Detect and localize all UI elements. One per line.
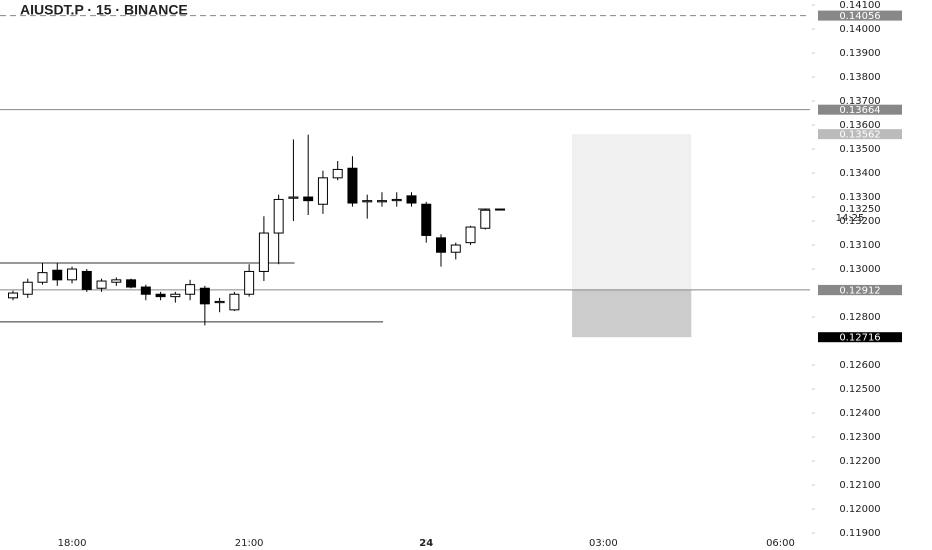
y-tick-label: 0.13100 xyxy=(839,240,880,251)
candle-body xyxy=(480,209,491,229)
candle-body xyxy=(52,269,63,281)
price-label-bg xyxy=(818,104,902,115)
price-label: 0.13664 xyxy=(839,105,880,116)
y-tick-label: 0.13600 xyxy=(839,120,880,131)
price-label: 0.14056 xyxy=(839,11,880,22)
candle-body xyxy=(288,196,299,199)
candle-body xyxy=(67,268,78,281)
y-tick-label: 0.12200 xyxy=(839,456,880,467)
candle-body xyxy=(185,284,196,295)
x-tick-label: 21:00 xyxy=(235,538,264,549)
candle-body xyxy=(155,293,166,298)
candle-body xyxy=(406,195,417,204)
y-tick-label: 0.14100 xyxy=(839,0,880,11)
candle-body xyxy=(170,293,181,298)
y-tick-label: 0.13400 xyxy=(839,168,880,179)
candle-body xyxy=(450,244,461,253)
y-tick-label: 0.13900 xyxy=(839,48,880,59)
price-label-bg xyxy=(818,129,902,140)
countdown: 14:25 xyxy=(836,213,865,224)
current-price-label: 0.13250 xyxy=(839,204,880,215)
candle-body xyxy=(96,280,107,289)
price-label-bg xyxy=(818,10,902,21)
price-label-bg xyxy=(818,332,902,343)
candle-body xyxy=(22,281,33,295)
zone-lower xyxy=(572,289,692,338)
candle-body xyxy=(347,167,358,204)
candle-body xyxy=(140,286,151,295)
x-tick-label: 06:00 xyxy=(766,538,795,549)
candle-body xyxy=(332,168,343,179)
y-tick-label: 0.12100 xyxy=(839,480,880,491)
zone-upper xyxy=(572,134,692,290)
candle-body xyxy=(495,208,506,211)
y-tick-label: 0.12300 xyxy=(839,432,880,443)
candle-body xyxy=(111,279,122,283)
y-tick-label: 0.12500 xyxy=(839,384,880,395)
x-tick-label: 24 xyxy=(419,538,433,549)
candle-body xyxy=(317,177,328,205)
price-label: 0.12716 xyxy=(839,333,880,344)
candle-body xyxy=(258,232,269,272)
candle-body xyxy=(199,287,210,305)
candle-body xyxy=(391,198,402,202)
y-tick-label: 0.13200 xyxy=(839,216,880,227)
price-label-bg xyxy=(818,285,902,296)
y-tick-label: 0.13300 xyxy=(839,192,880,203)
candle-body xyxy=(376,200,387,203)
candle-body xyxy=(214,300,225,304)
x-tick-label: 18:00 xyxy=(58,538,87,549)
candle-body xyxy=(303,196,314,202)
candle-body xyxy=(362,200,373,203)
y-tick-label: 0.11900 xyxy=(839,528,880,539)
candle-body xyxy=(244,270,255,295)
candle-body xyxy=(465,226,476,244)
candle-body xyxy=(436,237,447,253)
candle-body xyxy=(421,203,432,236)
chart-title: AIUSDT.P · 15 · BINANCE xyxy=(20,2,188,18)
price-label: 0.13562 xyxy=(839,130,880,141)
y-tick-label: 0.12600 xyxy=(839,360,880,371)
y-tick-label: 0.12000 xyxy=(839,504,880,515)
candle-body xyxy=(37,272,48,283)
y-tick-label: 0.13800 xyxy=(839,72,880,83)
candle-body xyxy=(126,279,137,288)
y-tick-label: 0.12800 xyxy=(839,312,880,323)
y-tick-label: 0.13000 xyxy=(839,264,880,275)
price-label: 0.12912 xyxy=(839,286,880,297)
y-tick-label: 0.13700 xyxy=(839,96,880,107)
x-tick-label: 03:00 xyxy=(589,538,618,549)
y-tick-label: 0.13500 xyxy=(839,144,880,155)
y-tick-label: 0.14000 xyxy=(839,24,880,35)
y-tick-label: 0.12400 xyxy=(839,408,880,419)
candle-body xyxy=(229,293,240,311)
candle-body xyxy=(7,292,18,299)
candle-body xyxy=(81,270,92,290)
candle-body xyxy=(273,198,284,234)
